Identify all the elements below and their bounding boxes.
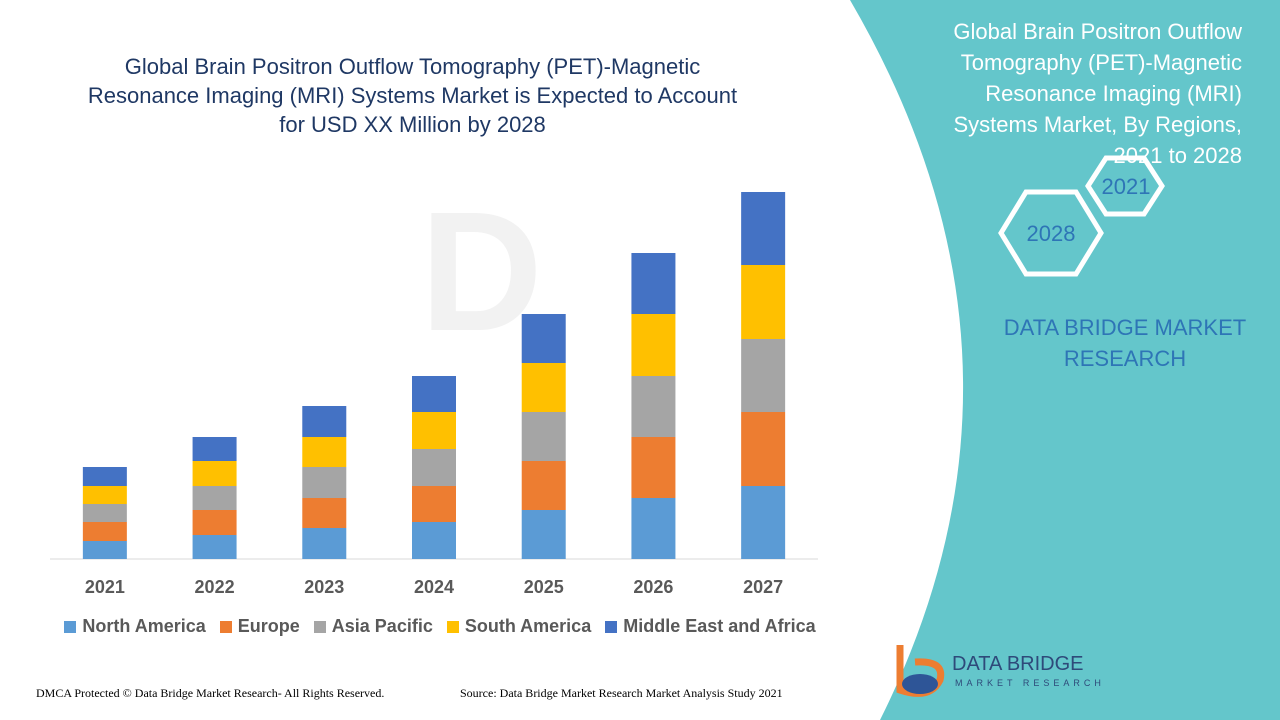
- bar-segment: [521, 314, 566, 363]
- dmca: DMCA Protected © Data Bridge Market Rese…: [36, 686, 385, 700]
- bar-segment: [82, 522, 127, 541]
- bar-segment: [192, 535, 237, 559]
- hex-label: 2021: [1102, 174, 1151, 199]
- legend-item: North America: [64, 616, 206, 637]
- side-panel: [850, 0, 1280, 720]
- legend-label: Europe: [237, 616, 300, 636]
- bar-segment: [631, 437, 676, 498]
- bar-segment: [521, 412, 566, 461]
- bar-segment: [302, 437, 347, 467]
- x-tick-label: 2024: [414, 577, 454, 597]
- bar-segment: [302, 528, 347, 559]
- logo-tagline: MARKET RESEARCH: [955, 678, 1105, 688]
- x-tick-label: 2026: [633, 577, 673, 597]
- legend-item: Asia Pacific: [313, 616, 433, 637]
- x-tick-label: 2021: [85, 577, 125, 597]
- bar-segment: [521, 461, 566, 510]
- hexagon: [998, 189, 1104, 277]
- bar-segment: [521, 363, 566, 412]
- bar-segment: [192, 486, 237, 510]
- bar-segment: [741, 265, 786, 339]
- x-tick-label: 2025: [524, 577, 564, 597]
- bar-segment: [631, 376, 676, 437]
- legend-swatch: [446, 620, 459, 633]
- legend-swatch: [313, 620, 326, 633]
- bar-segment: [412, 522, 456, 559]
- legend-label: Asia Pacific: [331, 616, 433, 636]
- legend-label: Middle East and Africa: [623, 616, 816, 636]
- bar-segment: [631, 498, 676, 559]
- legend-item: Middle East and Africa: [605, 616, 816, 637]
- bar-segment: [631, 314, 676, 376]
- legend-item: South America: [446, 616, 592, 637]
- bar-segment: [192, 510, 237, 535]
- logo-icon: [902, 674, 938, 694]
- legend-item: Europe: [219, 616, 300, 637]
- bar-segment: [82, 504, 127, 522]
- legend-label: North America: [82, 616, 206, 636]
- bar-segment: [741, 339, 786, 412]
- logo-name: DATA BRIDGE: [952, 653, 1084, 675]
- legend: North America Europe Asia Pacific South Ame…: [40, 616, 840, 637]
- bar-segment: [412, 486, 456, 522]
- bar-segment: [82, 467, 127, 486]
- bar-segment: [82, 486, 127, 504]
- bar-segment: [302, 467, 347, 498]
- bar-segment: [412, 412, 456, 449]
- bar-segment: [412, 376, 456, 412]
- brand: DATA BRIDGE MARKET RESEARCH: [1003, 315, 1247, 371]
- bar-segment: [412, 449, 456, 486]
- x-tick-label: 2027: [743, 577, 783, 597]
- legend-swatch: [605, 620, 618, 633]
- side-title: Global Brain Positron Outflow Tomography…: [953, 19, 1242, 168]
- hexagon: [1085, 155, 1165, 217]
- legend-swatch: [64, 620, 77, 633]
- bar-segment: [741, 192, 786, 265]
- legend-label: South America: [464, 616, 592, 636]
- bar-segment: [82, 541, 127, 559]
- bar-segment: [631, 253, 676, 314]
- bar-segment: [302, 406, 347, 437]
- bar-segment: [521, 510, 566, 559]
- x-tick-label: 2023: [304, 577, 344, 597]
- logo-icon: [896, 645, 945, 697]
- bar-segment: [192, 437, 237, 461]
- bar-segment: [192, 461, 237, 486]
- bar-segment: [741, 486, 786, 559]
- legend-swatch: [219, 620, 232, 633]
- chart: 2021 2022 2023 2024 2025 2026 2027: [50, 192, 818, 597]
- chart-title: Global Brain Positron Outflow Tomography…: [87, 54, 738, 137]
- hex-label: 2028: [1027, 221, 1076, 246]
- bar-segment: [302, 498, 347, 528]
- bar-segment: [741, 412, 786, 486]
- x-tick-label: 2022: [195, 577, 235, 597]
- source: Source: Data Bridge Market Research Mark…: [460, 686, 783, 700]
